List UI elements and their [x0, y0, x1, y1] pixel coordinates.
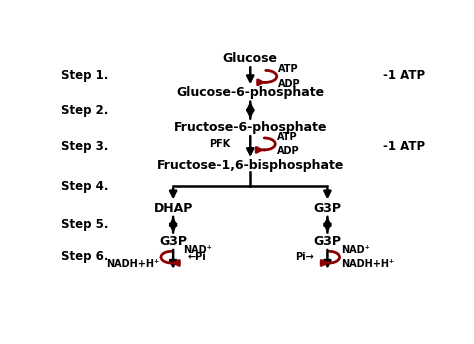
Text: ADP: ADP — [278, 79, 301, 89]
Text: NADH+H⁺: NADH+H⁺ — [341, 259, 394, 269]
Text: Fructose-1,6-bisphosphate: Fructose-1,6-bisphosphate — [156, 159, 344, 172]
Text: Glucose: Glucose — [223, 52, 278, 65]
Text: ATP: ATP — [278, 64, 299, 74]
Text: ADP: ADP — [277, 146, 300, 156]
Text: Step 6.: Step 6. — [61, 250, 109, 263]
Text: G3P: G3P — [159, 235, 187, 248]
Text: G3P: G3P — [313, 235, 341, 248]
Text: DHAP: DHAP — [154, 202, 193, 215]
Text: PFK: PFK — [209, 139, 230, 149]
Text: Step 1.: Step 1. — [61, 69, 109, 82]
Text: NAD⁺: NAD⁺ — [183, 245, 212, 255]
Text: Step 4.: Step 4. — [61, 181, 109, 193]
Text: Step 2.: Step 2. — [61, 104, 109, 117]
Text: G3P: G3P — [313, 202, 341, 215]
Text: Glucose-6-phosphate: Glucose-6-phosphate — [176, 86, 324, 99]
Text: -1 ATP: -1 ATP — [383, 140, 425, 153]
Text: Step 5.: Step 5. — [61, 218, 109, 231]
Text: Step 3.: Step 3. — [61, 140, 109, 153]
Text: NAD⁺: NAD⁺ — [341, 245, 370, 255]
Text: Fructose-6-phosphate: Fructose-6-phosphate — [173, 121, 327, 134]
Text: -1 ATP: -1 ATP — [383, 69, 425, 82]
Text: ←Pi: ←Pi — [187, 252, 206, 262]
Text: ATP: ATP — [277, 132, 297, 142]
Text: Pi→: Pi→ — [295, 252, 313, 262]
Text: NADH+H⁺: NADH+H⁺ — [106, 259, 160, 269]
